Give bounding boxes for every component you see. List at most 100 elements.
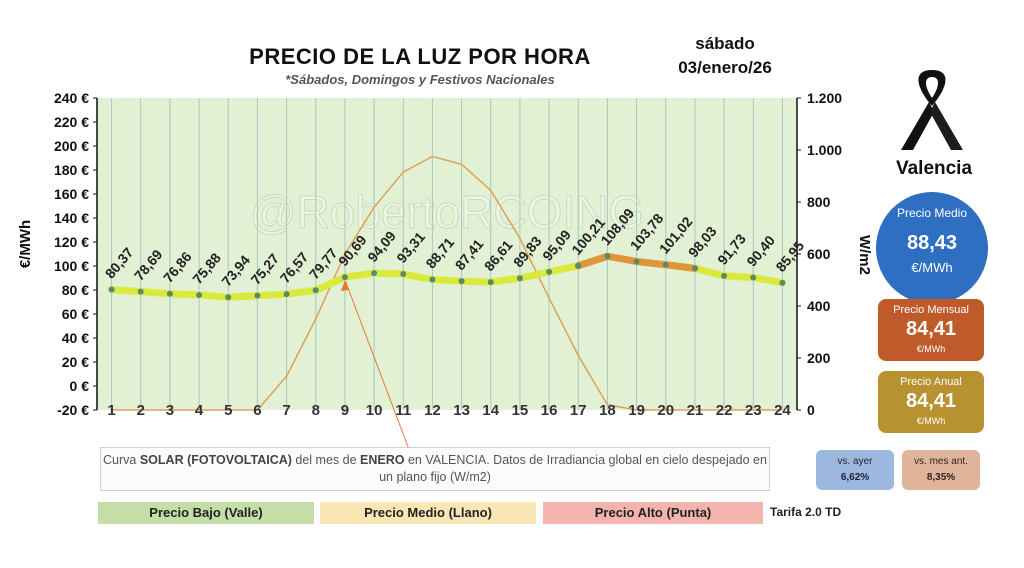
precio-mensual-value: 84,41: [905, 318, 957, 340]
price-point: [575, 262, 582, 269]
price-point: [604, 253, 611, 260]
price-point: [691, 265, 698, 272]
price-point: [108, 286, 115, 293]
city-name: Valencia: [895, 158, 973, 179]
y2-tick-label: 1.200: [807, 90, 842, 106]
price-point: [750, 274, 757, 281]
price-point: [225, 294, 232, 301]
x-tick-label: 5: [224, 402, 232, 419]
precio-mensual-label: Precio Mensual: [893, 304, 969, 316]
note-text-2: del mes de: [291, 453, 361, 467]
price-point: [341, 274, 348, 281]
price-point: [721, 272, 728, 279]
x-tick-label: 4: [195, 402, 204, 419]
y-tick-label: 240 €: [54, 90, 89, 106]
note-text-3: en VALENCIA. Datos de Irradiancia global…: [379, 453, 767, 484]
price-point: [516, 275, 523, 282]
day-name: sábado: [695, 34, 755, 53]
y-tick-label: 40 €: [62, 330, 89, 346]
date-label: 03/enero/26: [678, 58, 772, 77]
price-point: [196, 291, 203, 298]
x-tick-label: 23: [745, 402, 762, 419]
y2-tick-label: 200: [807, 350, 831, 366]
precio-mensual-badge: Precio Mensual 84,41 €/MWh: [878, 299, 984, 361]
legend-valle: Precio Bajo (Valle): [98, 502, 314, 524]
mourning-ribbon-icon: [901, 70, 963, 150]
vs-mes-label: vs. mes ant.: [914, 456, 968, 467]
x-tick-label: 20: [657, 402, 674, 419]
x-tick-label: 24: [774, 402, 791, 419]
price-point: [371, 270, 378, 277]
precio-anual-badge: Precio Anual 84,41 €/MWh: [878, 371, 984, 433]
note-callout-arrow: [341, 280, 349, 291]
x-tick-label: 2: [137, 402, 145, 419]
precio-medio-label: Precio Medio: [896, 206, 968, 220]
y-tick-label: -20 €: [57, 402, 89, 418]
note-callout-line: [344, 279, 411, 453]
precio-medio-unit: €/MWh: [911, 260, 953, 275]
price-point: [166, 290, 173, 297]
price-point: [546, 268, 553, 275]
price-point: [458, 278, 465, 285]
x-tick-label: 7: [282, 402, 290, 419]
x-tick-label: 1: [107, 402, 115, 419]
y-tick-label: 220 €: [54, 114, 89, 130]
y-tick-label: 80 €: [62, 282, 89, 298]
page-title: PRECIO DE LA LUZ POR HORA: [249, 44, 591, 69]
price-point: [400, 271, 407, 278]
precio-mensual-unit: €/MWh: [916, 344, 946, 354]
precio-anual-unit: €/MWh: [916, 416, 946, 426]
x-tick-label: 10: [366, 402, 383, 419]
y2-tick-label: 400: [807, 298, 831, 314]
vs-ayer-badge: vs. ayer 6,62%: [816, 450, 894, 490]
price-point: [137, 288, 144, 295]
x-tick-label: 22: [716, 402, 733, 419]
note-bold-2: ENERO: [360, 453, 405, 467]
price-point: [487, 279, 494, 286]
x-tick-label: 15: [512, 402, 529, 419]
note-bold-1: SOLAR (FOTOVOLTAICA): [139, 453, 292, 467]
plot-area: [97, 98, 797, 410]
x-tick-label: 9: [341, 402, 349, 419]
y2-tick-label: 0: [807, 402, 815, 418]
legend-punta: Precio Alto (Punta): [543, 502, 763, 524]
price-point: [312, 287, 319, 294]
x-tick-label: 17: [570, 402, 587, 419]
precio-anual-value: 84,41: [905, 390, 957, 412]
price-point: [633, 258, 640, 265]
x-tick-label: 12: [424, 402, 441, 419]
x-tick-label: 14: [482, 402, 499, 419]
page-subtitle: *Sábados, Domingos y Festivos Nacionales: [285, 72, 555, 87]
solar-curve-note: Curva SOLAR (FOTOVOLTAICA) del mes de EN…: [100, 447, 770, 491]
precio-medio-value: 88,43: [906, 232, 958, 254]
y2-tick-label: 600: [807, 246, 831, 262]
vs-ayer-label: vs. ayer: [837, 456, 873, 467]
price-point: [283, 291, 290, 298]
solar-irradiance-line: [111, 155, 783, 411]
note-text-1: Curva: [103, 453, 140, 467]
x-tick-label: 8: [312, 402, 320, 419]
y2-tick-label: 1.000: [807, 142, 842, 158]
vs-mes-value: 8,35%: [926, 472, 956, 483]
x-tick-label: 3: [166, 402, 174, 419]
y-axis-label: €/MWh: [17, 220, 34, 268]
legend-llano: Precio Medio (Llano): [320, 502, 536, 524]
x-tick-label: 6: [253, 402, 261, 419]
y-tick-label: 120 €: [54, 234, 89, 250]
x-tick-label: 13: [453, 402, 470, 419]
y2-axis-label: W/m2: [856, 235, 873, 275]
y-tick-label: 20 €: [62, 354, 89, 370]
y-tick-label: 60 €: [62, 306, 89, 322]
vs-mes-badge: vs. mes ant. 8,35%: [902, 450, 980, 490]
y-tick-label: 140 €: [54, 210, 89, 226]
x-tick-label: 19: [628, 402, 645, 419]
price-point: [429, 276, 436, 283]
y-tick-label: 160 €: [54, 186, 89, 202]
price-point: [254, 292, 261, 299]
x-tick-label: 18: [599, 402, 616, 419]
x-tick-label: 16: [541, 402, 558, 419]
tarifa-label: Tarifa 2.0 TD: [770, 505, 842, 519]
price-point: [779, 279, 786, 286]
y-tick-label: 0 €: [70, 378, 90, 394]
